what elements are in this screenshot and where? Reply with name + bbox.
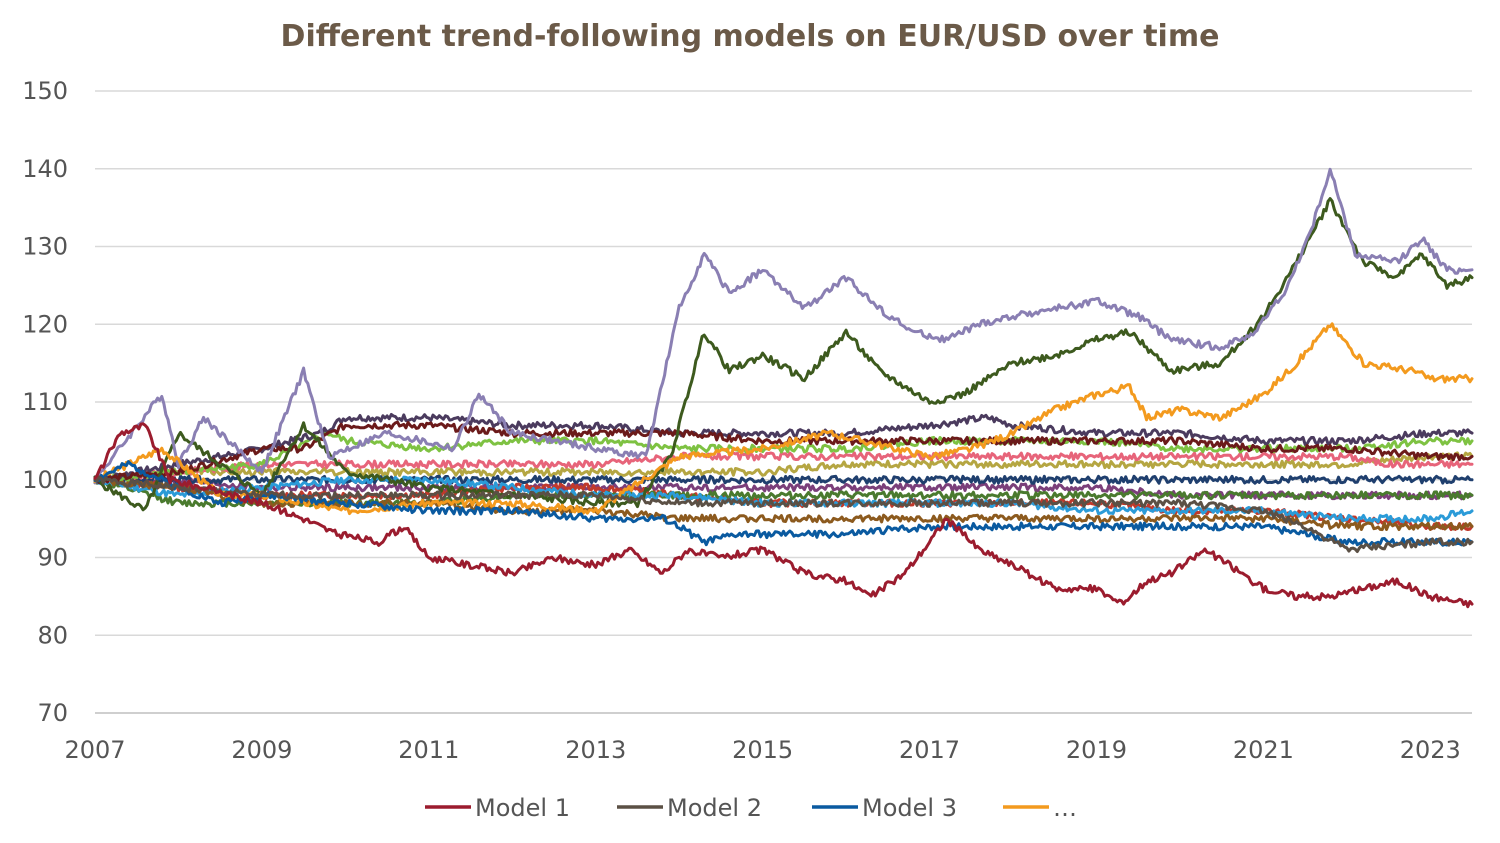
y-tick-label: 130 xyxy=(22,233,68,261)
x-tick-label: 2023 xyxy=(1400,736,1461,764)
grid-lines xyxy=(95,90,1472,714)
legend-label: Model 1 xyxy=(475,794,570,822)
y-tick-label: 140 xyxy=(22,155,68,183)
legend-label: Model 3 xyxy=(862,794,957,822)
series-line xyxy=(93,451,1474,484)
series-line xyxy=(93,460,1474,547)
y-tick-label: 70 xyxy=(37,699,68,727)
series-line xyxy=(93,431,1474,482)
legend-label: … xyxy=(1053,794,1077,822)
chart-title: Different trend-following models on EUR/… xyxy=(281,19,1220,54)
x-tick-label: 2017 xyxy=(899,736,960,764)
x-tick-label: 2015 xyxy=(732,736,793,764)
x-tick-label: 2019 xyxy=(1066,736,1127,764)
series-line xyxy=(93,413,1474,484)
y-tick-label: 90 xyxy=(37,544,68,572)
x-axis-ticks: 2007 2009 2011 2013 2015 2017 2019 2021 2023 xyxy=(64,736,1460,764)
series-line xyxy=(93,475,1474,553)
series-line xyxy=(93,197,1474,512)
y-tick-label: 120 xyxy=(22,310,68,338)
x-tick-label: 2021 xyxy=(1233,736,1294,764)
series-line xyxy=(93,451,1474,485)
series-line xyxy=(93,167,1474,485)
y-tick-label: 150 xyxy=(22,77,68,105)
x-tick-label: 2013 xyxy=(565,736,626,764)
legend: Model 1 Model 2 Model 3 … xyxy=(425,794,1077,822)
y-axis-ticks: 70 80 90 100 110 120 130 140 150 xyxy=(22,77,68,727)
x-tick-label: 2009 xyxy=(231,736,292,764)
y-tick-label: 80 xyxy=(37,621,68,649)
series-line xyxy=(93,474,1474,485)
series-lines xyxy=(93,167,1474,609)
y-tick-label: 110 xyxy=(22,388,68,416)
x-tick-label: 2007 xyxy=(64,736,125,764)
series-line xyxy=(93,322,1474,516)
y-tick-label: 100 xyxy=(22,466,68,494)
x-tick-label: 2011 xyxy=(398,736,459,764)
series-line xyxy=(93,475,1474,531)
series-line xyxy=(93,422,1474,609)
legend-label: Model 2 xyxy=(667,794,762,822)
